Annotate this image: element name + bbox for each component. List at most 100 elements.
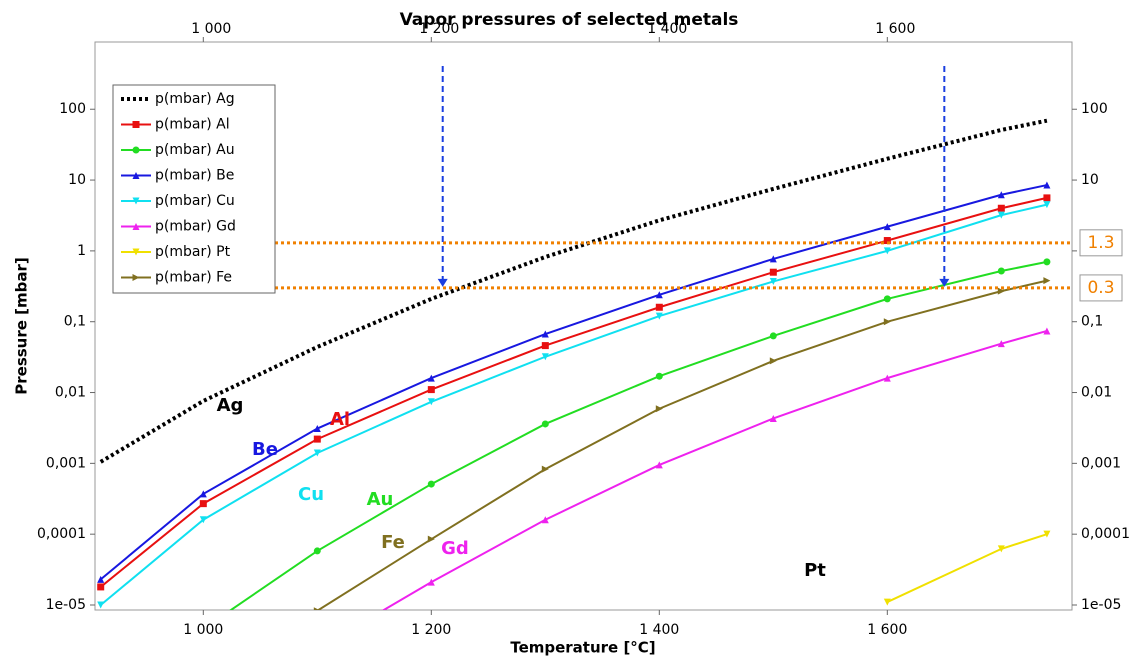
- marker: [541, 465, 549, 473]
- y-tick-label: 100: [59, 101, 86, 117]
- marker: [769, 357, 777, 365]
- marker: [313, 547, 321, 555]
- series-annotation: Ag: [217, 395, 244, 416]
- legend-label: p(mbar) Be: [155, 168, 234, 184]
- marker: [883, 237, 891, 245]
- series-line: [381, 330, 1048, 610]
- marker: [541, 420, 549, 428]
- marker: [997, 191, 1005, 199]
- x-tick-label: 1 600: [867, 622, 907, 638]
- marker: [883, 247, 891, 255]
- marker: [97, 575, 105, 583]
- y-tick-label-right: 10: [1081, 172, 1099, 188]
- marker: [541, 516, 549, 524]
- marker: [883, 223, 891, 231]
- marker: [883, 374, 891, 382]
- marker: [883, 318, 891, 326]
- marker: [313, 425, 321, 433]
- marker: [655, 303, 663, 311]
- x-tick-label: 1 200: [411, 622, 451, 638]
- marker: [997, 211, 1005, 219]
- marker: [427, 480, 435, 488]
- marker: [769, 414, 777, 422]
- plot-frame: [94, 41, 1073, 611]
- marker: [1043, 277, 1051, 285]
- marker: [541, 330, 549, 338]
- series-annotation: Fe: [381, 532, 405, 553]
- legend-label: p(mbar) Gd: [155, 219, 236, 235]
- series-line: [886, 533, 1048, 603]
- marker: [883, 598, 891, 606]
- marker: [427, 535, 435, 543]
- marker: [313, 449, 321, 457]
- legend-marker: [132, 146, 140, 154]
- marker: [1043, 258, 1051, 266]
- marker: [655, 291, 663, 299]
- y-tick-label: 10: [68, 172, 86, 188]
- legend-marker: [132, 121, 140, 128]
- y-tick-label: 0,001: [46, 455, 86, 471]
- legend-label: p(mbar) Pt: [155, 244, 231, 260]
- legend-label: p(mbar) Al: [155, 117, 230, 133]
- series-line: [229, 260, 1048, 610]
- marker: [199, 490, 207, 498]
- x-tick-label: 1 000: [183, 622, 223, 638]
- x-axis-title: Temperature [°C]: [510, 639, 655, 657]
- reference-label: 0.3: [1087, 278, 1114, 298]
- legend-marker: [132, 172, 140, 179]
- marker: [997, 287, 1005, 295]
- marker: [313, 435, 321, 443]
- y-axis-title: Pressure [mbar]: [13, 257, 31, 395]
- marker: [769, 277, 777, 285]
- series-annotation: Gd: [441, 538, 469, 559]
- legend-label: p(mbar) Fe: [155, 270, 232, 286]
- marker: [1043, 327, 1051, 335]
- arrow-head: [437, 278, 448, 287]
- series-annotation: Cu: [298, 484, 324, 505]
- marker: [541, 353, 549, 361]
- y-tick-label: 0,1: [64, 314, 86, 330]
- marker: [427, 398, 435, 406]
- reference-label-box: [1079, 229, 1123, 257]
- marker: [199, 516, 207, 524]
- y-tick-label-right: 0,001: [1081, 455, 1121, 471]
- x-tick-label-top: 1 000: [191, 21, 231, 37]
- marker: [655, 372, 663, 380]
- marker: [997, 340, 1005, 348]
- series-annotation: Be: [252, 439, 278, 460]
- marker: [199, 500, 207, 508]
- legend-marker: [132, 223, 140, 230]
- marker: [655, 461, 663, 469]
- reference-label-box: [1079, 274, 1123, 302]
- marker: [427, 386, 435, 394]
- x-tick-label: 1 400: [639, 622, 679, 638]
- x-tick-label-top: 1 600: [875, 21, 915, 37]
- legend-marker: [132, 197, 140, 205]
- marker: [1043, 530, 1051, 538]
- y-tick-label-right: 100: [1081, 101, 1108, 117]
- y-tick-label: 1: [77, 243, 86, 259]
- marker: [1043, 201, 1051, 209]
- marker: [769, 268, 777, 276]
- series-line: [100, 203, 1048, 606]
- arrow-head: [939, 278, 950, 287]
- marker: [769, 255, 777, 263]
- chart-title: Vapor pressures of selected metals: [400, 10, 739, 30]
- reference-label: 1.3: [1087, 233, 1114, 253]
- marker: [655, 312, 663, 320]
- marker: [541, 342, 549, 350]
- y-tick-label-right: 1e-05: [1081, 597, 1121, 613]
- marker: [1043, 181, 1051, 189]
- marker: [427, 578, 435, 586]
- y-tick-label-right: 0,0001: [1081, 526, 1130, 542]
- legend-label: p(mbar) Ag: [155, 91, 235, 107]
- marker: [769, 332, 777, 340]
- marker: [97, 583, 105, 591]
- legend-label: p(mbar) Au: [155, 142, 235, 158]
- marker: [997, 204, 1005, 212]
- y-tick-label-right: 0,1: [1081, 314, 1103, 330]
- marker: [97, 601, 105, 609]
- series-annotation: Al: [330, 409, 350, 430]
- y-tick-label-right: 0,01: [1081, 385, 1112, 401]
